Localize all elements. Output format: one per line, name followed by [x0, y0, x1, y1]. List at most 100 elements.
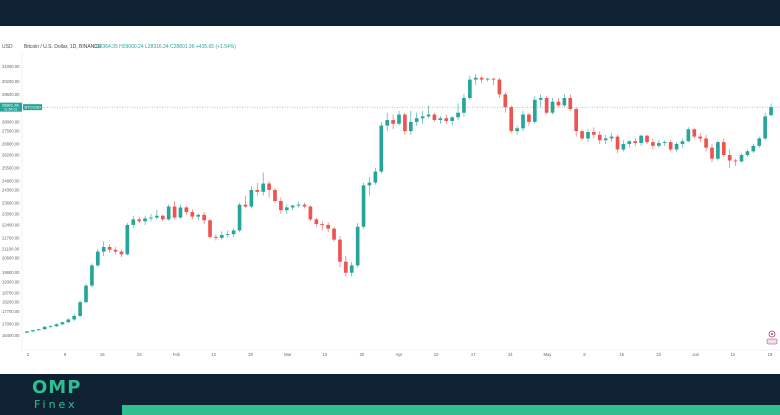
x-tick-label: Jun — [692, 352, 699, 357]
candle-body — [639, 135, 643, 144]
candle-body — [367, 182, 372, 186]
candle-body — [751, 145, 756, 152]
y-tick-label: 31000.00 — [2, 64, 20, 69]
last-price-value: 28801.36 — [2, 103, 19, 108]
x-tick-label: 12 — [731, 352, 736, 357]
candle-body — [237, 204, 242, 231]
flag-icon[interactable] — [766, 338, 778, 345]
y-tick-label: 23000.00 — [2, 211, 20, 216]
y-tick-label: 26800.00 — [2, 141, 20, 146]
accent-strip — [122, 405, 780, 415]
settings-icons[interactable] — [766, 330, 778, 345]
candle-body — [72, 315, 77, 320]
y-tick-label: 30200.00 — [2, 79, 20, 84]
candle-body — [538, 97, 543, 100]
candle-body — [698, 136, 703, 139]
x-tick-label: 13 — [322, 352, 327, 357]
candle-body — [172, 206, 177, 218]
candle-body — [716, 142, 720, 159]
candle-body — [373, 171, 378, 183]
x-tick-label: 13 — [211, 352, 216, 357]
last-price-label: 28801.36 11:54:31 BTCUSD — [0, 102, 42, 112]
y-tick-label: 19300.00 — [2, 279, 20, 284]
candle-body — [196, 214, 201, 217]
candle-body — [503, 94, 508, 108]
candle-body — [397, 114, 401, 124]
candle-body — [556, 101, 561, 106]
candle-body — [90, 265, 94, 286]
omp-finex-logo: OMP Finex — [32, 378, 142, 412]
logo-sub-text: Finex — [34, 398, 78, 411]
candle-body — [562, 97, 567, 106]
candle-body — [597, 134, 602, 141]
y-tick-label: 17700.00 — [2, 309, 20, 314]
x-tick-label: Apr — [396, 352, 403, 357]
candle-body — [633, 141, 638, 144]
x-tick-label: 19 — [768, 352, 773, 357]
last-price-countdown: 11:54:31 — [4, 108, 17, 112]
candle-body — [544, 97, 549, 113]
candle-body — [491, 78, 496, 80]
candle-body — [261, 183, 266, 192]
x-tick-label: 20 — [360, 352, 365, 357]
candle-body — [338, 239, 342, 262]
x-tick-label: 15 — [619, 352, 624, 357]
y-tick-label: 29500.00 — [2, 92, 20, 97]
candle-body — [485, 78, 490, 80]
ohlc-readout: O28364.35 H29000.24 L28316.34 C28801.36 … — [93, 44, 236, 50]
candle-body — [515, 128, 519, 132]
candle-body — [78, 302, 82, 316]
y-tick-label: 21100.00 — [2, 246, 20, 251]
x-tick-label: 2 — [27, 352, 30, 357]
candle-body — [438, 118, 443, 121]
x-tick-label: 8 — [583, 352, 586, 357]
y-tick-label: 25500.00 — [2, 165, 20, 170]
candle-body — [361, 185, 366, 227]
candle-body — [721, 142, 726, 156]
y-tick-label: 19800.00 — [2, 270, 20, 275]
candle-body — [645, 135, 649, 143]
candle-body — [621, 143, 626, 150]
candle-body — [137, 219, 141, 222]
candle-body — [267, 183, 271, 190]
candle-body — [214, 236, 218, 238]
candle-body — [190, 212, 195, 217]
target-icon[interactable] — [768, 330, 776, 338]
candle-body — [497, 79, 502, 95]
candle-body — [225, 234, 230, 236]
candle-body — [385, 120, 390, 126]
candle-body — [119, 251, 124, 255]
x-tick-label: 16 — [100, 352, 105, 357]
x-tick-label: 23 — [137, 352, 142, 357]
candle-body — [745, 151, 750, 156]
candle-body — [580, 131, 584, 139]
candle-body — [532, 99, 537, 122]
candle-body — [178, 207, 183, 218]
y-tick-label: 17000.00 — [2, 322, 20, 327]
top-band — [0, 0, 780, 26]
chart-panel[interactable]: USD Bitcoin / U.S. Dollar, 1D, BINANCE O… — [0, 26, 780, 374]
candle-body — [113, 249, 118, 252]
candle-body — [757, 138, 762, 146]
candle-body — [379, 125, 384, 172]
candle-body — [95, 251, 100, 266]
currency-label: USD — [2, 44, 13, 50]
y-tick-label: 24300.00 — [2, 187, 20, 192]
y-tick-label: 23600.00 — [2, 200, 20, 205]
candle-body — [680, 141, 685, 144]
candle-body — [160, 215, 165, 220]
candle-body — [125, 224, 130, 255]
x-tick-labels: 2 9 16 23 Feb 13 20 Mar 13 20 Apr 10 17 24 May 8 15 22 Jun… — [27, 352, 773, 357]
candlestick-chart[interactable]: USD Bitcoin / U.S. Dollar, 1D, BINANCE O… — [0, 26, 780, 374]
candle-body — [290, 205, 295, 208]
symbol-title: Bitcoin / U.S. Dollar, 1D, BINANCE — [24, 44, 102, 50]
candle-body — [408, 121, 413, 132]
candles — [25, 74, 773, 334]
candle-body — [462, 97, 466, 113]
candle-body — [426, 114, 431, 117]
candle-body — [592, 132, 596, 135]
last-price-label-bg — [0, 102, 22, 112]
candle-body — [320, 223, 325, 225]
y-tick-label: 16400.00 — [2, 333, 20, 338]
candle-body — [202, 214, 206, 221]
